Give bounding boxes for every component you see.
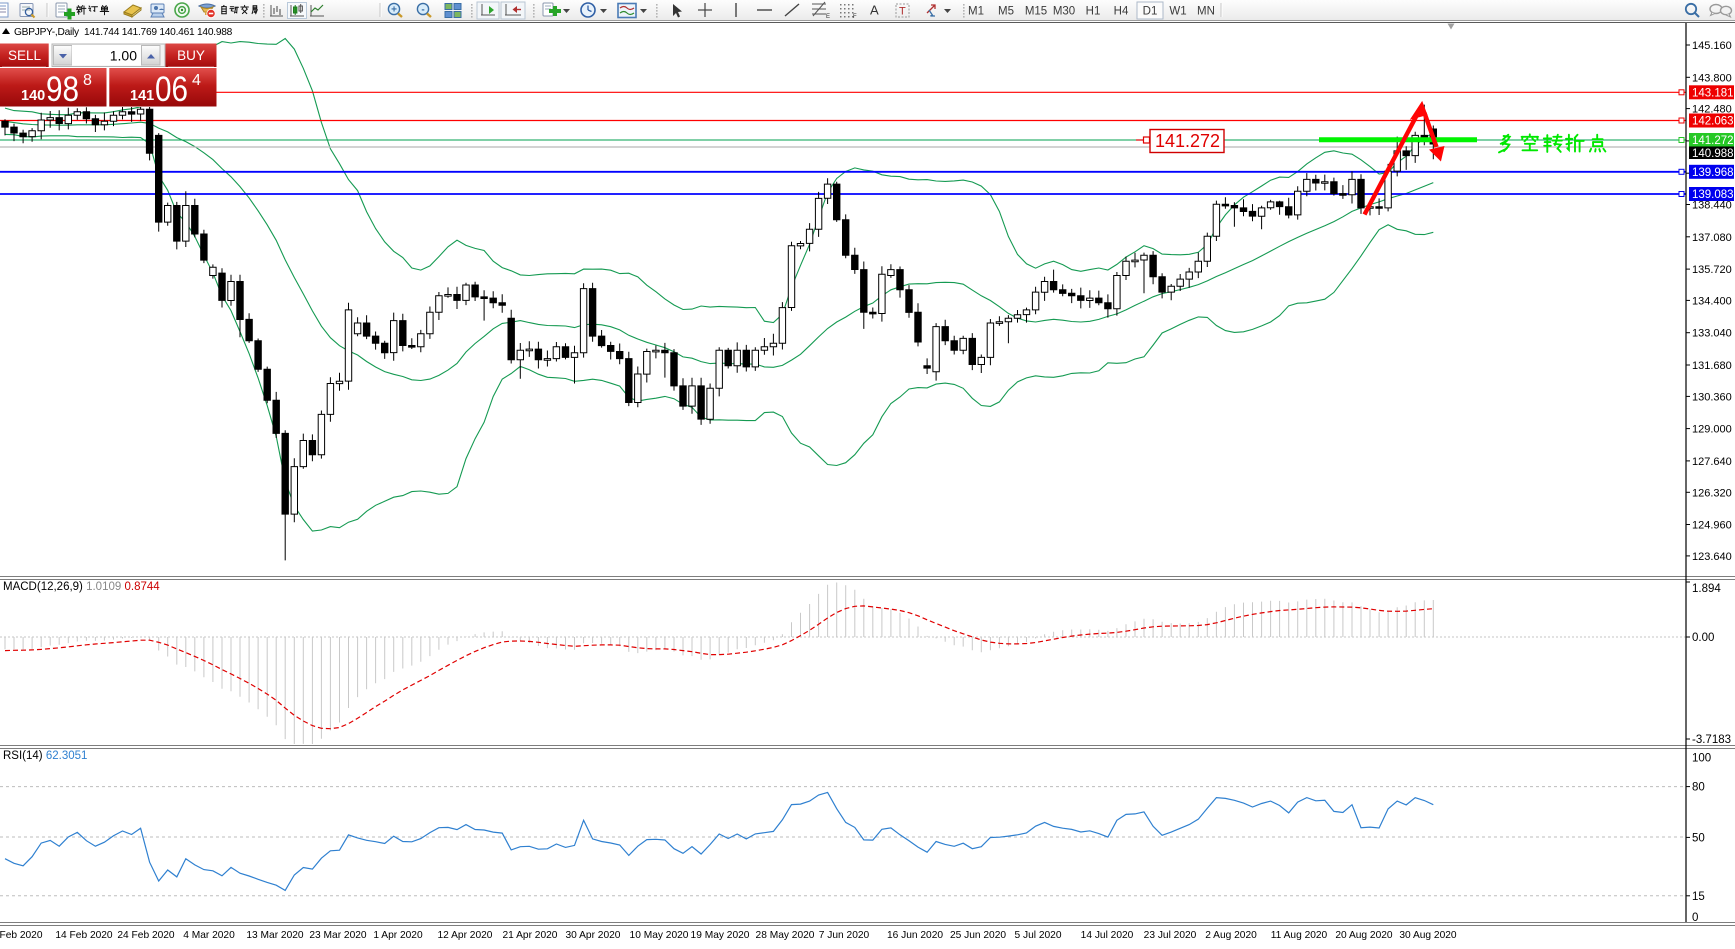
svg-text:141: 141 (130, 88, 154, 104)
svg-text:7 Jun 2020: 7 Jun 2020 (819, 930, 870, 941)
svg-text:2 Aug 2020: 2 Aug 2020 (1205, 930, 1257, 941)
svg-text:H1: H1 (1086, 6, 1101, 18)
svg-text:-: - (421, 5, 424, 16)
svg-text:W1: W1 (1169, 6, 1186, 18)
svg-text:142.480: 142.480 (1692, 104, 1732, 116)
svg-text:14 Jul 2020: 14 Jul 2020 (1081, 930, 1134, 941)
svg-text:12 Apr 2020: 12 Apr 2020 (438, 930, 493, 941)
svg-text:138.440: 138.440 (1692, 200, 1732, 212)
svg-text:D1: D1 (1143, 6, 1158, 18)
svg-text:141.272: 141.272 (1155, 131, 1220, 151)
svg-text:E: E (826, 14, 830, 20)
svg-text:06: 06 (155, 70, 188, 109)
svg-text:143.800: 143.800 (1692, 72, 1732, 84)
svg-text:19 May 2020: 19 May 2020 (691, 930, 750, 941)
svg-text:23 Jul 2020: 23 Jul 2020 (1144, 930, 1197, 941)
svg-text:MACD(12,26,9) 1.0109 0.8744: MACD(12,26,9) 1.0109 0.8744 (3, 581, 160, 593)
svg-text:1 Apr 2020: 1 Apr 2020 (373, 930, 423, 941)
svg-text:145.160: 145.160 (1692, 40, 1732, 52)
svg-text:M5: M5 (998, 6, 1014, 18)
svg-text:133.040: 133.040 (1692, 328, 1732, 340)
svg-text:130.360: 130.360 (1692, 391, 1732, 403)
svg-text:16 Jun 2020: 16 Jun 2020 (887, 930, 943, 941)
svg-text:14 Feb 2020: 14 Feb 2020 (55, 930, 113, 941)
svg-text:134.400: 134.400 (1692, 295, 1732, 307)
svg-text:T: T (899, 6, 906, 18)
svg-text:F: F (853, 14, 857, 20)
svg-text:21 Apr 2020: 21 Apr 2020 (503, 930, 558, 941)
svg-text:10 May 2020: 10 May 2020 (630, 930, 689, 941)
svg-text:5 Jul 2020: 5 Jul 2020 (1014, 930, 1061, 941)
svg-text:126.320: 126.320 (1692, 487, 1732, 499)
svg-text:129.000: 129.000 (1692, 424, 1732, 436)
svg-text:15: 15 (1692, 891, 1705, 903)
svg-text:0: 0 (1692, 912, 1698, 924)
svg-text:139.083: 139.083 (1692, 189, 1734, 201)
svg-text:SELL: SELL (8, 48, 42, 63)
svg-text:-3.7183: -3.7183 (1692, 734, 1731, 746)
svg-text:28 May 2020: 28 May 2020 (756, 930, 815, 941)
svg-text:H4: H4 (1114, 6, 1129, 18)
svg-text:1.00: 1.00 (110, 48, 137, 64)
svg-text:50: 50 (1692, 832, 1705, 844)
svg-text:0.00: 0.00 (1692, 632, 1714, 644)
svg-text:137.080: 137.080 (1692, 232, 1732, 244)
svg-text:25 Jun 2020: 25 Jun 2020 (950, 930, 1006, 941)
svg-text:11 Aug 2020: 11 Aug 2020 (1271, 930, 1328, 941)
svg-text:140: 140 (21, 88, 45, 104)
svg-text:140.988: 140.988 (1692, 148, 1734, 160)
svg-text:100: 100 (1692, 753, 1711, 765)
svg-text:1.894: 1.894 (1692, 583, 1721, 595)
svg-text:M15: M15 (1025, 6, 1047, 18)
svg-text:4: 4 (192, 72, 201, 89)
svg-text:M30: M30 (1053, 6, 1075, 18)
svg-text:141.272: 141.272 (1692, 135, 1734, 147)
svg-text:131.680: 131.680 (1692, 360, 1732, 372)
svg-text:23 Mar 2020: 23 Mar 2020 (309, 930, 367, 941)
svg-text:M1: M1 (968, 6, 984, 18)
svg-text:GBPJPY-,Daily 141.744 141.769: GBPJPY-,Daily 141.744 141.769 140.461 14… (14, 27, 233, 38)
svg-text:20 Aug 2020: 20 Aug 2020 (1335, 930, 1393, 941)
svg-text:30 Apr 2020: 30 Apr 2020 (566, 930, 621, 941)
svg-text:135.720: 135.720 (1692, 264, 1732, 276)
svg-text:8: 8 (83, 72, 92, 89)
svg-text:24 Feb 2020: 24 Feb 2020 (117, 930, 175, 941)
svg-text:80: 80 (1692, 782, 1705, 794)
svg-text:Feb 2020: Feb 2020 (0, 930, 43, 941)
svg-text:BUY: BUY (177, 48, 205, 63)
svg-text:124.960: 124.960 (1692, 520, 1732, 532)
svg-text:13 Mar 2020: 13 Mar 2020 (246, 930, 304, 941)
svg-text:123.640: 123.640 (1692, 551, 1732, 563)
svg-text:98: 98 (46, 70, 79, 109)
svg-text:142.063: 142.063 (1692, 116, 1734, 128)
svg-text:RSI(14) 62.3051: RSI(14) 62.3051 (3, 750, 87, 762)
svg-text:30 Aug 2020: 30 Aug 2020 (1399, 930, 1457, 941)
svg-text:MN: MN (1197, 6, 1215, 18)
svg-text:+: + (391, 5, 397, 16)
svg-text:4 Mar 2020: 4 Mar 2020 (183, 930, 235, 941)
svg-text:127.640: 127.640 (1692, 456, 1732, 468)
svg-text:A: A (870, 3, 879, 18)
svg-text:139.968: 139.968 (1692, 167, 1734, 179)
svg-text:143.181: 143.181 (1692, 88, 1734, 100)
